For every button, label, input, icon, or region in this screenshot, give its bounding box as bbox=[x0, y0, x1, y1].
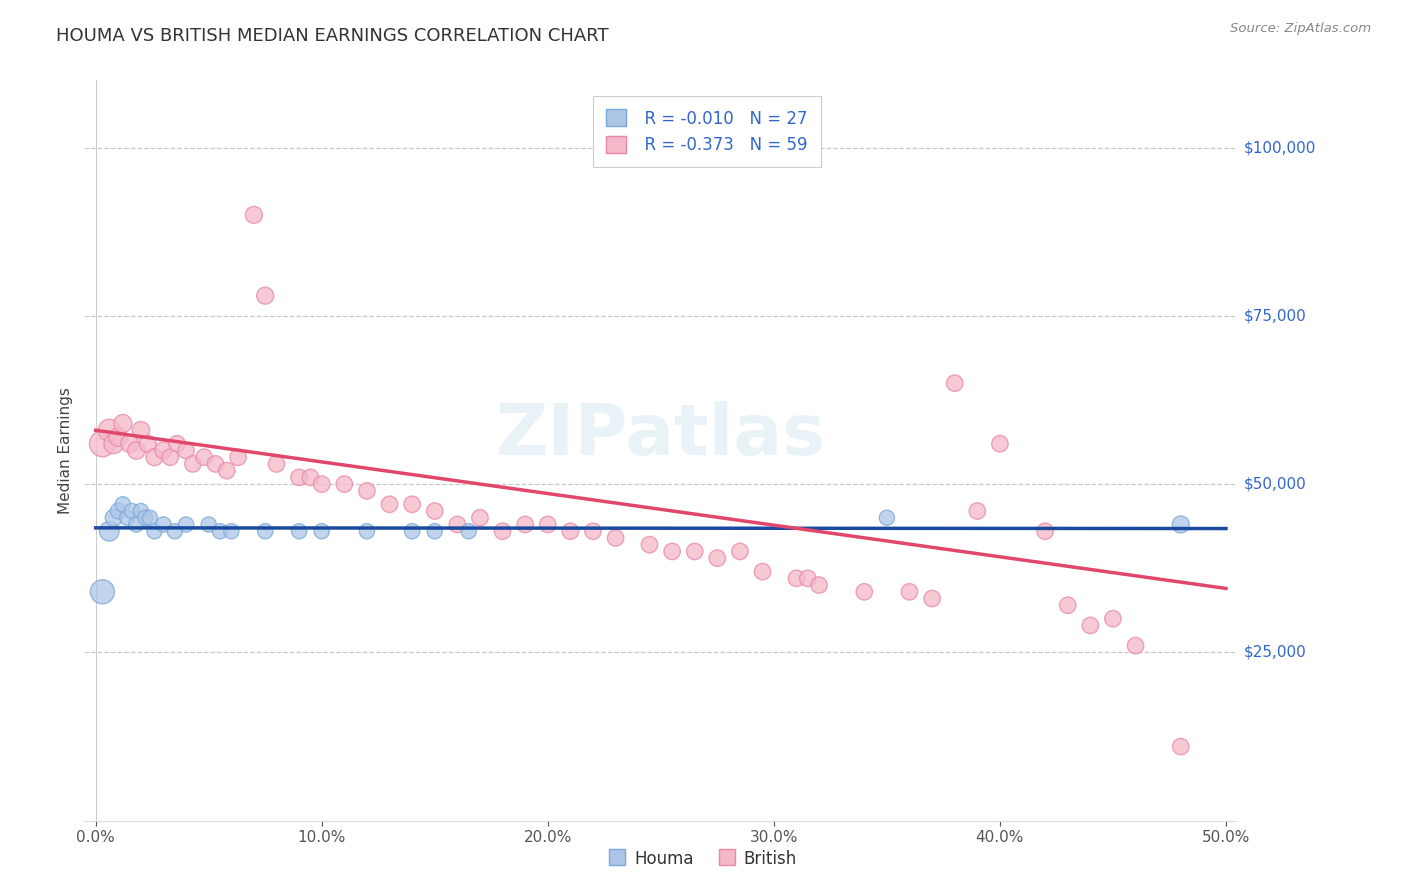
Point bbox=[299, 470, 322, 484]
Point bbox=[943, 376, 966, 391]
Point bbox=[159, 450, 181, 465]
Point bbox=[125, 517, 148, 532]
Point bbox=[1125, 639, 1147, 653]
Point bbox=[91, 436, 114, 450]
Point bbox=[921, 591, 943, 606]
Point bbox=[174, 517, 197, 532]
Point bbox=[121, 504, 143, 518]
Point bbox=[1078, 618, 1101, 632]
Point bbox=[193, 450, 215, 465]
Point bbox=[103, 510, 125, 524]
Point bbox=[152, 517, 174, 532]
Point bbox=[1102, 612, 1125, 626]
Text: Source: ZipAtlas.com: Source: ZipAtlas.com bbox=[1230, 22, 1371, 36]
Point bbox=[215, 464, 238, 478]
Point bbox=[197, 517, 219, 532]
Point bbox=[333, 477, 356, 491]
Point bbox=[136, 436, 159, 450]
Point bbox=[129, 504, 152, 518]
Point bbox=[288, 524, 311, 539]
Point bbox=[208, 524, 231, 539]
Point bbox=[605, 531, 627, 545]
Text: $75,000: $75,000 bbox=[1244, 309, 1308, 323]
Text: HOUMA VS BRITISH MEDIAN EARNINGS CORRELATION CHART: HOUMA VS BRITISH MEDIAN EARNINGS CORRELA… bbox=[56, 27, 609, 45]
Point bbox=[423, 524, 446, 539]
Point bbox=[139, 510, 162, 524]
Point bbox=[107, 430, 129, 444]
Y-axis label: Median Earnings: Median Earnings bbox=[58, 387, 73, 514]
Point bbox=[1033, 524, 1056, 539]
Point bbox=[134, 510, 156, 524]
Point bbox=[1056, 599, 1078, 613]
Point bbox=[378, 497, 401, 511]
Point bbox=[706, 551, 728, 566]
Point bbox=[143, 524, 166, 539]
Point bbox=[118, 436, 141, 450]
Point bbox=[221, 524, 243, 539]
Point bbox=[728, 544, 751, 558]
Point bbox=[103, 436, 125, 450]
Point bbox=[1170, 739, 1192, 754]
Point bbox=[111, 497, 134, 511]
Text: $50,000: $50,000 bbox=[1244, 476, 1308, 491]
Point bbox=[181, 457, 204, 471]
Point bbox=[143, 450, 166, 465]
Point bbox=[152, 443, 174, 458]
Point bbox=[446, 517, 468, 532]
Legend:   R = -0.010   N = 27,   R = -0.373   N = 59: R = -0.010 N = 27, R = -0.373 N = 59 bbox=[593, 96, 821, 168]
Point bbox=[166, 436, 188, 450]
Point bbox=[1170, 517, 1192, 532]
Point bbox=[401, 497, 423, 511]
Point bbox=[356, 483, 378, 498]
Point bbox=[107, 504, 129, 518]
Point bbox=[876, 510, 898, 524]
Point bbox=[582, 524, 605, 539]
Point bbox=[174, 443, 197, 458]
Point bbox=[288, 470, 311, 484]
Point bbox=[98, 423, 121, 437]
Point bbox=[91, 584, 114, 599]
Point bbox=[988, 436, 1011, 450]
Point bbox=[117, 510, 139, 524]
Point bbox=[111, 417, 134, 431]
Point bbox=[898, 584, 921, 599]
Point bbox=[254, 524, 277, 539]
Text: $25,000: $25,000 bbox=[1244, 645, 1308, 660]
Point bbox=[468, 510, 491, 524]
Point bbox=[311, 524, 333, 539]
Point bbox=[163, 524, 186, 539]
Point bbox=[401, 524, 423, 539]
Point bbox=[254, 288, 277, 302]
Point bbox=[797, 571, 820, 585]
Point bbox=[226, 450, 249, 465]
Point bbox=[661, 544, 683, 558]
Point bbox=[125, 443, 148, 458]
Legend: Houma, British: Houma, British bbox=[602, 844, 804, 875]
Point bbox=[129, 423, 152, 437]
Point bbox=[266, 457, 288, 471]
Point bbox=[98, 524, 121, 539]
Point bbox=[537, 517, 560, 532]
Text: $100,000: $100,000 bbox=[1244, 140, 1316, 155]
Point bbox=[515, 517, 537, 532]
Point bbox=[751, 565, 773, 579]
Point bbox=[423, 504, 446, 518]
Point bbox=[853, 584, 876, 599]
Point bbox=[785, 571, 807, 585]
Point bbox=[311, 477, 333, 491]
Point bbox=[243, 208, 266, 222]
Point bbox=[491, 524, 513, 539]
Point bbox=[966, 504, 988, 518]
Point bbox=[683, 544, 706, 558]
Point bbox=[356, 524, 378, 539]
Point bbox=[560, 524, 582, 539]
Point bbox=[204, 457, 226, 471]
Point bbox=[638, 538, 661, 552]
Point bbox=[457, 524, 479, 539]
Text: ZIPatlas: ZIPatlas bbox=[496, 401, 825, 470]
Point bbox=[808, 578, 831, 592]
